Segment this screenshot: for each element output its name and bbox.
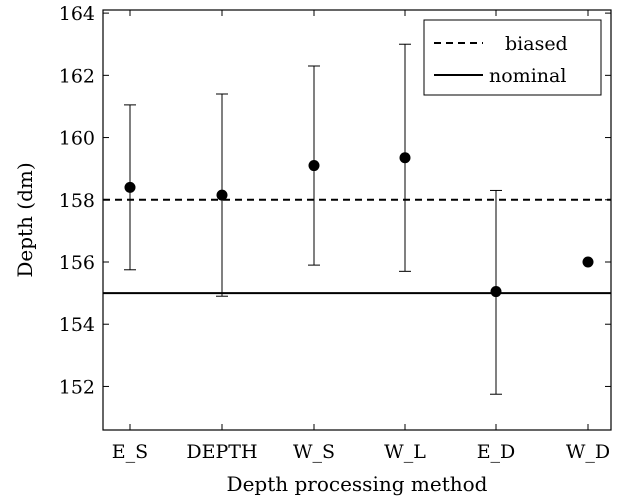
legend-label-biased: biased <box>505 33 568 55</box>
x-axis-ticks: E_S DEPTH W_S W_L E_D W_D <box>112 10 610 463</box>
data-points <box>124 152 594 298</box>
x-tick-label: W_D <box>566 441 610 463</box>
error-bars <box>124 43 502 395</box>
point-DEPTH <box>216 189 228 201</box>
y-tick-label: 164 <box>59 3 95 25</box>
y-axis-ticks: 152 154 156 158 160 162 164 <box>59 3 611 398</box>
reference-lines <box>103 198 611 295</box>
y-tick-label: 160 <box>59 128 95 150</box>
legend-label-nominal: nominal <box>489 65 566 87</box>
y-tick-label: 154 <box>59 314 95 336</box>
point-E_D <box>490 286 502 298</box>
x-tick-label: E_D <box>477 441 516 463</box>
x-tick-label: W_L <box>384 441 426 463</box>
legend-box <box>423 19 602 96</box>
y-axis-title: Depth (dm) <box>13 162 37 277</box>
legend: biased nominal <box>423 19 602 96</box>
point-W_D <box>582 256 594 268</box>
x-axis-title: Depth processing method <box>227 472 488 496</box>
y-tick-label: 162 <box>59 65 95 87</box>
point-E_S <box>124 181 136 193</box>
y-tick-label: 156 <box>59 252 95 274</box>
point-W_L <box>399 152 411 164</box>
y-tick-label: 152 <box>59 376 95 398</box>
plot-frame <box>102 9 612 431</box>
x-tick-label: W_S <box>293 441 335 463</box>
point-W_S <box>308 160 320 172</box>
y-tick-label: 158 <box>59 190 95 212</box>
x-tick-label: DEPTH <box>186 441 257 463</box>
x-tick-label: E_S <box>112 441 148 463</box>
